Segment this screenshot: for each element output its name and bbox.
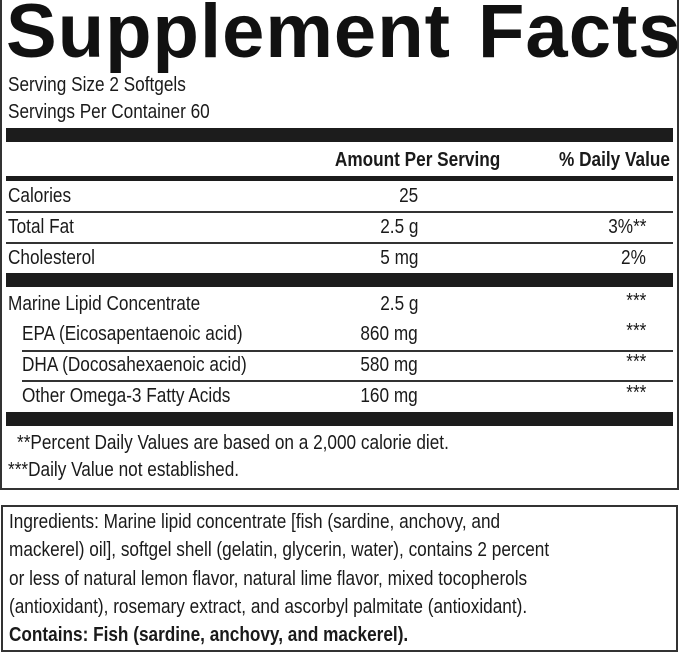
ingredients-line: mackerel) oil], softgel shell (gelatin, … <box>9 539 550 561</box>
nutrient-amount: 860 mg <box>360 323 418 345</box>
nutrient-name: Marine Lipid Concentrate <box>8 293 201 315</box>
nutrient-amount: 2.5 g <box>379 293 418 315</box>
servings-per-container: Servings Per Container 60 <box>8 101 210 123</box>
nutrient-daily-value: *** <box>625 320 646 342</box>
header-daily-value: % Daily Value <box>559 149 670 171</box>
supplement-facts-panel <box>0 0 679 490</box>
thick-divider <box>6 128 673 142</box>
ingredients-panel <box>1 505 678 652</box>
row-divider <box>6 242 673 244</box>
nutrient-daily-value: 3%** <box>607 216 646 238</box>
nutrient-daily-value: *** <box>625 382 646 404</box>
nutrient-amount: 160 mg <box>360 385 418 407</box>
medium-divider <box>6 176 673 181</box>
header-amount-per-serving: Amount Per Serving <box>334 149 500 171</box>
nutrient-amount: 25 <box>398 185 418 207</box>
thick-divider <box>6 412 673 426</box>
footnote-percent-daily-values: **Percent Daily Values are based on a 2,… <box>17 432 449 454</box>
ingredients-line: (antioxidant), rosemary extract, and asc… <box>9 596 528 618</box>
ingredients-line: Ingredients: Marine lipid concentrate [f… <box>9 511 501 533</box>
title-word-facts: Facts <box>478 0 679 74</box>
nutrient-name: DHA (Docosahexaenoic acid) <box>22 354 247 376</box>
thick-divider <box>6 273 673 287</box>
nutrient-name: EPA (Eicosapentaenoic acid) <box>22 323 243 345</box>
row-divider <box>22 350 673 352</box>
nutrient-name: Total Fat <box>8 216 74 238</box>
nutrient-amount: 5 mg <box>379 247 418 269</box>
ingredients-line: or less of natural lemon flavor, natural… <box>9 568 528 590</box>
nutrient-amount: 2.5 g <box>379 216 418 238</box>
nutrient-daily-value: *** <box>625 290 646 312</box>
row-divider <box>22 380 673 382</box>
footnote-dv-not-established: ***Daily Value not established. <box>8 459 240 481</box>
row-divider <box>6 211 673 213</box>
nutrient-name: Cholesterol <box>8 247 96 269</box>
nutrient-name: Calories <box>8 185 72 207</box>
nutrient-daily-value: *** <box>625 351 646 373</box>
allergen-statement: Contains: Fish (sardine, anchovy, and ma… <box>9 624 409 646</box>
nutrient-name: Other Omega-3 Fatty Acids <box>22 385 231 407</box>
title-word-supplement: Supplement <box>6 0 451 74</box>
nutrient-amount: 580 mg <box>360 354 418 376</box>
serving-size: Serving Size 2 Softgels <box>8 74 186 96</box>
nutrient-daily-value: 2% <box>621 247 646 269</box>
